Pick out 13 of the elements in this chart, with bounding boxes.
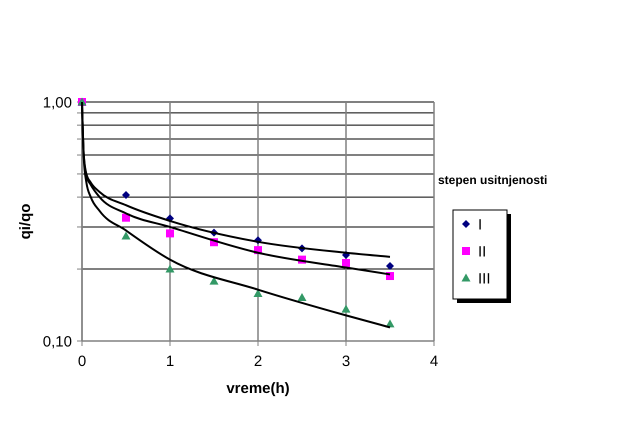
legend-title: stepen usitnjenosti <box>438 173 548 187</box>
legend-label: III <box>478 270 491 288</box>
y-tick-label: 0,10 <box>42 333 72 350</box>
legend-label: I <box>478 216 482 234</box>
x-tick-label: 0 <box>78 353 86 370</box>
legend-label: II <box>478 243 486 260</box>
x-tick-label: 2 <box>254 353 262 370</box>
x-axis-title: vreme(h) <box>226 380 290 397</box>
y-tick-label: 1,00 <box>42 94 72 112</box>
x-tick-label: 1 <box>166 353 174 370</box>
x-tick-label: 4 <box>430 353 438 370</box>
y-axis-title: qi/qo <box>17 204 34 240</box>
x-tick-label: 3 <box>342 353 350 370</box>
